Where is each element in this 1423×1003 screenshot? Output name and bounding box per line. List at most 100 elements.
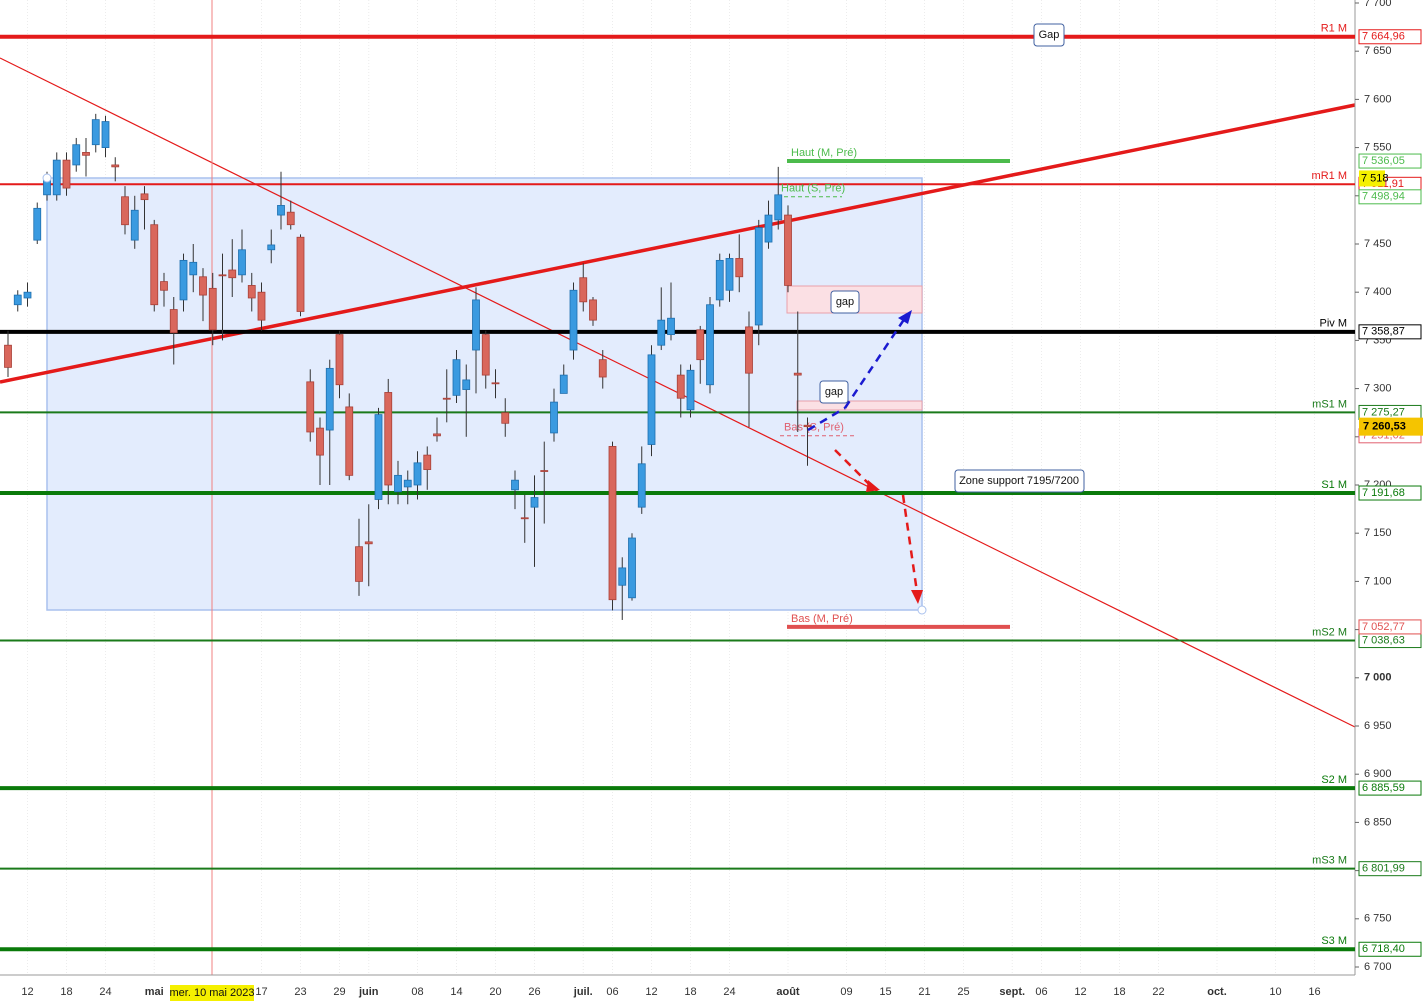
candle-body bbox=[462, 379, 471, 390]
candle-body bbox=[569, 289, 578, 351]
x-tick-label: 17 bbox=[255, 986, 267, 998]
candle-body bbox=[33, 207, 42, 241]
candle-body bbox=[793, 372, 802, 376]
candle-body bbox=[189, 261, 198, 276]
x-tick-label: 08 bbox=[411, 986, 423, 998]
candle-body bbox=[423, 454, 432, 470]
candle-body bbox=[296, 236, 305, 312]
level-value-box bbox=[1358, 29, 1422, 45]
candle-body bbox=[325, 367, 334, 431]
candle-body bbox=[579, 277, 588, 303]
candle-body bbox=[754, 227, 763, 326]
y-tick-label: 7 300 bbox=[1364, 382, 1392, 394]
level-name: mS3 M bbox=[1312, 855, 1347, 867]
level-value: 7 275,27 bbox=[1362, 406, 1405, 418]
candle-body bbox=[667, 317, 675, 336]
candle-body bbox=[286, 211, 295, 226]
candle-body bbox=[316, 427, 324, 456]
candle-body bbox=[218, 274, 227, 277]
candle-body bbox=[238, 249, 246, 276]
candle-body bbox=[62, 159, 71, 189]
level-name: S2 M bbox=[1321, 774, 1347, 786]
candle-body bbox=[686, 369, 695, 411]
candle-body bbox=[13, 294, 22, 306]
y-tick-label: 6 900 bbox=[1364, 768, 1392, 780]
candle-body bbox=[452, 359, 461, 396]
y-tick-label: 7 000 bbox=[1364, 672, 1392, 684]
x-tick-label: mai bbox=[145, 986, 164, 998]
x-tick-label: 18 bbox=[60, 986, 72, 998]
candle-body bbox=[618, 567, 627, 586]
x-tick-label: 24 bbox=[99, 986, 111, 998]
candle-body bbox=[345, 406, 354, 476]
candle-body bbox=[267, 244, 276, 251]
y-tick-label: 7 650 bbox=[1364, 45, 1392, 57]
x-tick-label: 18 bbox=[1113, 986, 1125, 998]
x-tick-label: 12 bbox=[21, 986, 33, 998]
level-value-box bbox=[1358, 861, 1422, 877]
arrow-head bbox=[866, 480, 880, 492]
level-value: 7 191,68 bbox=[1362, 487, 1405, 499]
x-tick-label: 21 bbox=[918, 986, 930, 998]
candle-body bbox=[82, 152, 90, 156]
arrow bbox=[843, 317, 907, 409]
candle-body bbox=[481, 334, 490, 376]
last-price-box bbox=[1359, 417, 1423, 436]
level-value: 6 801,99 bbox=[1362, 863, 1405, 875]
candle-body bbox=[160, 281, 168, 291]
candle-body bbox=[130, 209, 139, 241]
x-tick-label: 06 bbox=[1035, 986, 1047, 998]
reference-name: Haut (M, Pré) bbox=[791, 147, 857, 159]
arrow bbox=[901, 494, 919, 593]
reference-value: 7 498,94 bbox=[1362, 191, 1405, 203]
candle-body bbox=[364, 541, 373, 545]
crosshair-date: mer. 10 mai 2023 bbox=[170, 987, 255, 999]
candle-body bbox=[637, 463, 646, 508]
annotation-box bbox=[830, 290, 860, 314]
level-name: R1 M bbox=[1321, 23, 1347, 35]
candle-body bbox=[589, 299, 597, 321]
y-tick-label: 7 100 bbox=[1364, 575, 1392, 587]
arrow-head bbox=[911, 590, 923, 604]
y-tick-label: 7 550 bbox=[1364, 141, 1392, 153]
candle-body bbox=[140, 193, 149, 201]
candle-body bbox=[774, 194, 783, 221]
annotation-layer: Gap gap gap Zone support 7195/7200 mer. … bbox=[42, 23, 1085, 1001]
last-price: 7 260,53 bbox=[1363, 421, 1406, 433]
candle-body bbox=[706, 304, 714, 386]
candle-body bbox=[335, 334, 344, 386]
reference-value: 7 052,77 bbox=[1362, 621, 1405, 633]
reference-value-box bbox=[1358, 153, 1422, 169]
reference-name: Bas (M, Pré) bbox=[791, 613, 853, 625]
annotation-box bbox=[954, 469, 1085, 493]
candle-body bbox=[530, 497, 539, 508]
candle-body bbox=[208, 287, 217, 331]
x-tick-label: 18 bbox=[684, 986, 696, 998]
candle-body bbox=[442, 397, 451, 400]
y-tick-label: 7 600 bbox=[1364, 93, 1392, 105]
annotation: gap bbox=[825, 386, 843, 398]
handle bbox=[917, 605, 927, 615]
level-value-box bbox=[1358, 485, 1422, 501]
candle-body bbox=[384, 392, 393, 486]
reference-name: Haut (S, Pré) bbox=[781, 183, 845, 195]
candle-body bbox=[520, 517, 529, 520]
candle-body bbox=[608, 446, 617, 601]
candle-body bbox=[628, 537, 636, 599]
candle-body bbox=[511, 479, 519, 491]
x-tick-label: 24 bbox=[723, 986, 735, 998]
candle-body bbox=[228, 269, 237, 279]
candle-body bbox=[247, 285, 256, 299]
gap-zone bbox=[796, 400, 923, 411]
candle-body bbox=[540, 470, 549, 472]
candle-body bbox=[491, 382, 500, 385]
y-tick-label: 7 450 bbox=[1364, 238, 1392, 250]
candle-body bbox=[111, 164, 120, 168]
y-tick-label: 6 700 bbox=[1364, 961, 1392, 973]
level-name: S3 M bbox=[1321, 935, 1347, 947]
x-tick-label: 25 bbox=[957, 986, 969, 998]
candle-body bbox=[472, 299, 480, 351]
x-tick-label: 12 bbox=[1074, 986, 1086, 998]
x-tick-label: oct. bbox=[1207, 986, 1227, 998]
